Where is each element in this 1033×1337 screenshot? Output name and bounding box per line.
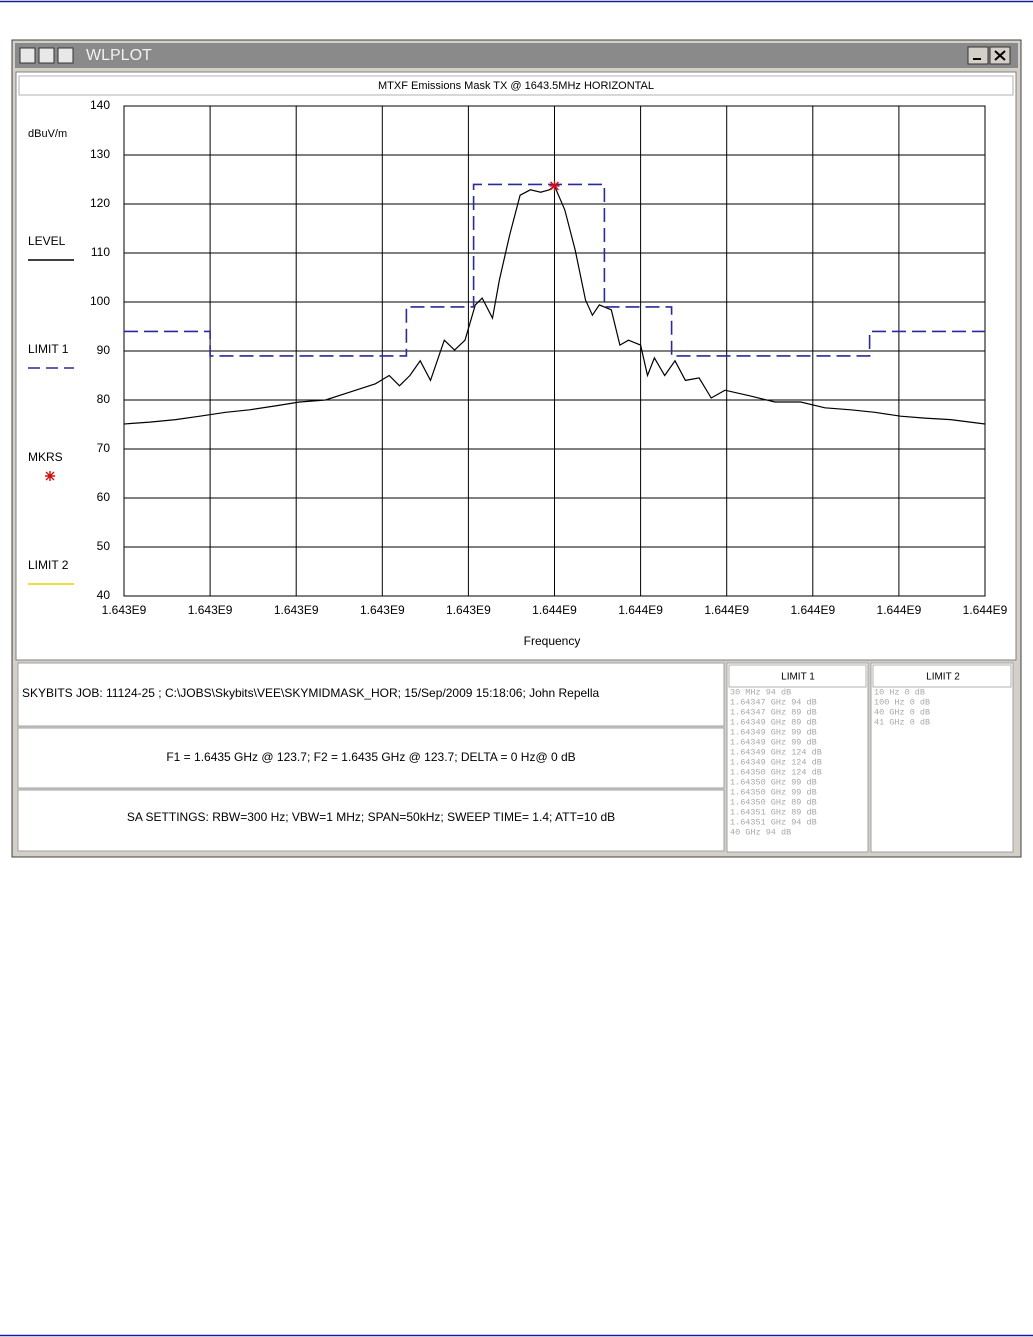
y-tick-label: 110 <box>91 245 110 259</box>
table-row: 1.64350 GHz 89 dB <box>730 797 817 807</box>
close-glyph <box>994 50 1006 61</box>
legend-label: LIMIT 1 <box>28 342 69 356</box>
x-tick-label: 1.644E9 <box>618 603 663 617</box>
x-axis-label: Frequency <box>524 634 581 648</box>
y-tick-label: 80 <box>97 392 111 406</box>
table-row: 30 MHz 94 dB <box>730 687 791 697</box>
table-row: 1.64349 GHz 99 dB <box>730 737 817 747</box>
x-tick-label: 1.644E9 <box>877 603 922 617</box>
table-title: LIMIT 2 <box>926 672 960 683</box>
info-panel <box>17 662 725 727</box>
table-row: 1.64350 GHz 99 dB <box>730 787 817 797</box>
y-tick-label: 60 <box>97 490 111 504</box>
app-icon[interactable] <box>57 47 74 64</box>
table-header <box>872 664 1012 688</box>
y-tick-label: 70 <box>97 441 111 455</box>
x-tick-label: 1.644E9 <box>532 603 577 617</box>
chart-title: MTXF Emissions Mask TX @ 1643.5MHz HORIZ… <box>378 80 654 92</box>
table-row: 10 Hz 0 dB <box>874 687 925 697</box>
y-tick-label: 120 <box>90 196 110 210</box>
legend-swatch <box>45 471 55 481</box>
table-row: 1.64350 GHz 124 dB <box>730 767 822 777</box>
info-panel <box>17 727 725 789</box>
info-panel <box>17 789 725 852</box>
table-row: 1.64349 GHz 99 dB <box>730 727 817 737</box>
y-axis-label: dBuV/m <box>28 128 67 140</box>
x-tick-label: 1.644E9 <box>790 603 835 617</box>
table-title: LIMIT 1 <box>781 672 815 683</box>
y-tick-label: 100 <box>90 294 110 308</box>
x-tick-label: 1.643E9 <box>446 603 491 617</box>
legend-label: LIMIT 2 <box>28 558 69 572</box>
plot-border <box>123 105 986 597</box>
x-tick-label: 1.643E9 <box>102 603 147 617</box>
x-tick-label: 1.643E9 <box>360 603 405 617</box>
table-row: 1.64349 GHz 124 dB <box>730 747 822 757</box>
table-row: 1.64347 GHz 89 dB <box>730 707 817 717</box>
job-info: SKYBITS JOB: 11124-25 ; C:\JOBS\Skybits\… <box>22 686 599 700</box>
table-row: 100 Hz 0 dB <box>874 697 930 707</box>
window-title: WLPLOT <box>86 47 152 64</box>
table-row: 1.64349 GHz 124 dB <box>730 757 822 767</box>
table-row: 40 GHz 0 dB <box>874 707 930 717</box>
title-box <box>18 75 1014 96</box>
app-icon[interactable] <box>38 47 55 64</box>
legend-label: LEVEL <box>28 234 66 248</box>
series-line <box>124 183 985 357</box>
y-tick-label: 40 <box>97 588 111 602</box>
x-tick-label: 1.643E9 <box>274 603 319 617</box>
table-row: 1.64350 GHz 99 dB <box>730 777 817 787</box>
legend-label: MKRS <box>28 450 63 464</box>
plot-panel <box>15 71 1017 661</box>
table-row: 40 GHz 94 dB <box>730 827 791 837</box>
table-header <box>728 664 867 688</box>
y-tick-label: 50 <box>97 539 111 553</box>
table-row: 1.64351 GHz 94 dB <box>730 817 817 827</box>
y-tick-label: 140 <box>90 98 110 112</box>
x-tick-label: 1.644E9 <box>704 603 749 617</box>
marker-info: F1 = 1.6435 GHz @ 123.7; F2 = 1.6435 GHz… <box>166 750 575 764</box>
y-tick-label: 90 <box>97 343 111 357</box>
x-tick-label: 1.644E9 <box>963 603 1008 617</box>
x-tick-label: 1.643E9 <box>188 603 233 617</box>
limit-table <box>870 662 1014 853</box>
app-icon[interactable] <box>19 47 36 64</box>
table-row: 41 GHz 0 dB <box>874 717 930 727</box>
table-row: 1.64351 GHz 89 dB <box>730 807 817 817</box>
y-tick-label: 130 <box>90 147 110 161</box>
marker <box>549 180 560 191</box>
limit-table <box>726 662 869 853</box>
title-bar <box>15 43 1018 68</box>
minimize-button[interactable] <box>967 46 989 65</box>
table-row: 1.64349 GHz 89 dB <box>730 717 817 727</box>
settings-info: SA SETTINGS: RBW=300 Hz; VBW=1 MHz; SPAN… <box>127 810 615 824</box>
table-row: 1.64347 GHz 94 dB <box>730 697 817 707</box>
